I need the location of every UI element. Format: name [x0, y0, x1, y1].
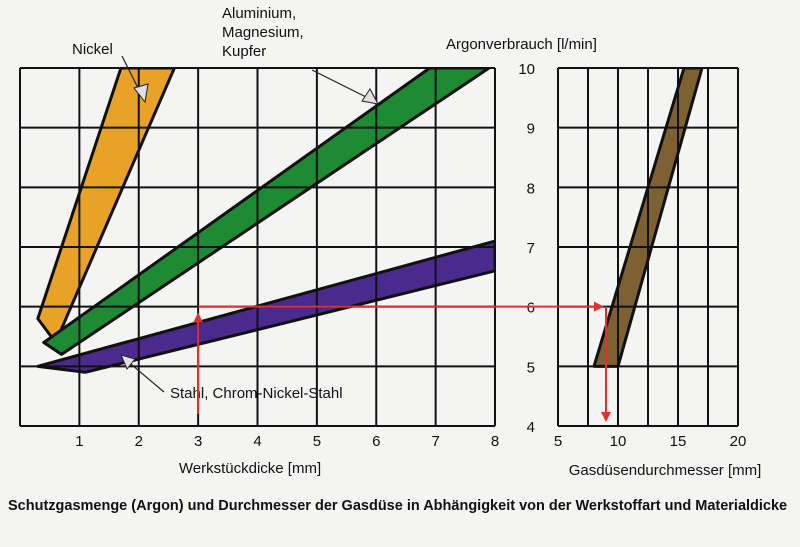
left-x-tick-label: 8: [491, 433, 499, 450]
right-x-tick-label: 10: [610, 433, 627, 450]
y-tick-label: 6: [527, 300, 535, 317]
aluminium-label: Aluminium, Magnesium, Kupfer: [222, 5, 304, 60]
aluminium-label-line: Kupfer: [222, 43, 266, 60]
right-x-tick-label: 20: [730, 433, 747, 450]
right-x-tick-label: 15: [670, 433, 687, 450]
stahl-pointer: [125, 359, 165, 393]
aluminium-label-line: Magnesium,: [222, 24, 304, 41]
left-x-tick-label: 7: [431, 433, 439, 450]
y-tick-label: 4: [527, 419, 535, 436]
left-x-tick-label: 2: [135, 433, 143, 450]
right-x-tick-label: 5: [554, 433, 562, 450]
left-x-tick-label: 4: [253, 433, 261, 450]
y-tick-label: 7: [527, 240, 535, 257]
nickel-label: Nickel: [72, 41, 113, 58]
aluminium-pointer-head: [361, 88, 379, 105]
left-x-tick-label: 1: [75, 433, 83, 450]
aluminium-band: [42, 68, 491, 356]
aluminium-label-line: Aluminium,: [222, 5, 296, 22]
left-x-axis-label: Werkstückdicke [mm]: [179, 460, 321, 477]
left-x-tick-label: 5: [313, 433, 321, 450]
right-x-axis-label: Gasdüsendurchmesser [mm]: [569, 462, 762, 479]
aluminium-pointer: [311, 69, 373, 101]
left-bands: [36, 68, 495, 374]
y-tick-label: 10: [518, 61, 535, 78]
nickel-band: [36, 68, 176, 344]
y-tick-label: 9: [527, 121, 535, 138]
y-tick-label: 5: [527, 359, 535, 376]
y-axis-label: Argonverbrauch [l/min]: [446, 36, 597, 53]
nickel-pointer-head: [133, 83, 149, 104]
left-x-tick-label: 6: [372, 433, 380, 450]
figure-caption: Schutzgasmenge (Argon) und Durchmesser d…: [8, 498, 788, 514]
left-x-tick-label: 3: [194, 433, 202, 450]
stahl-label: Stahl, Chrom-Nickel-Stahl: [170, 385, 343, 402]
y-tick-label: 8: [527, 180, 535, 197]
stahl-pointer-head: [120, 354, 136, 370]
